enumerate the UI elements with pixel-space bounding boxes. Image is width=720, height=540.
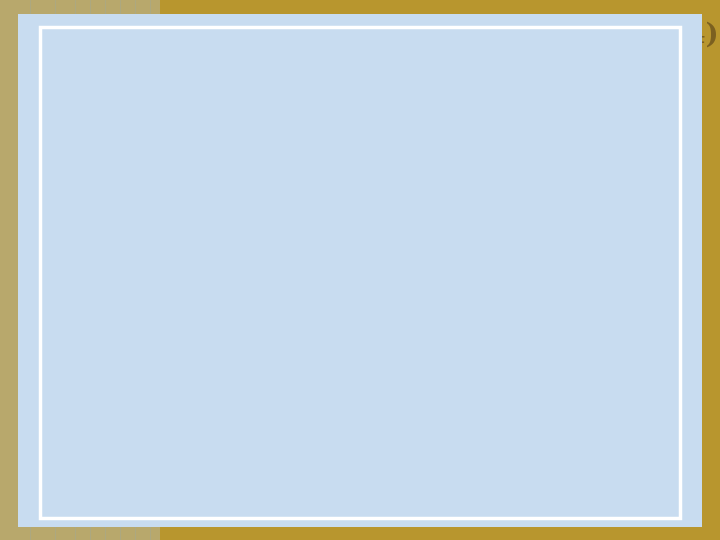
- Text: $S = 1440\angle 60° = 720 + \ j1247$: $S = 1440\angle 60° = 720 + \ j1247$: [110, 434, 353, 456]
- Text: $S = P + jQ = \tilde{V} \cdot \tilde{I}^{*} = 120 \cdot 12\angle 60°$: $S = P + jQ = \tilde{V} \cdot \tilde{I}^…: [110, 394, 374, 420]
- Text: 120•0°: 120•0°: [131, 190, 213, 210]
- Text: +: +: [249, 183, 261, 197]
- Text: j8.66 Ω: j8.66 Ω: [568, 191, 635, 209]
- Text: 5 Ω: 5 Ω: [384, 70, 416, 88]
- Text: $\tilde{I} = \dfrac{120\angle 0°}{5 + j8.66} = \dfrac{120\angle 0°}{10\angle 60°: $\tilde{I} = \dfrac{120\angle 0°}{5 + j8…: [110, 301, 422, 342]
- Text: $\tilde{I}$: $\tilde{I}$: [317, 139, 327, 165]
- Text: Lagging Power Factor Example (2/4): Lagging Power Factor Example (2/4): [152, 21, 719, 49]
- Bar: [0, 0, 160, 540]
- Text: −: −: [248, 203, 262, 221]
- Text: Calculate complex power directly:: Calculate complex power directly:: [110, 359, 453, 377]
